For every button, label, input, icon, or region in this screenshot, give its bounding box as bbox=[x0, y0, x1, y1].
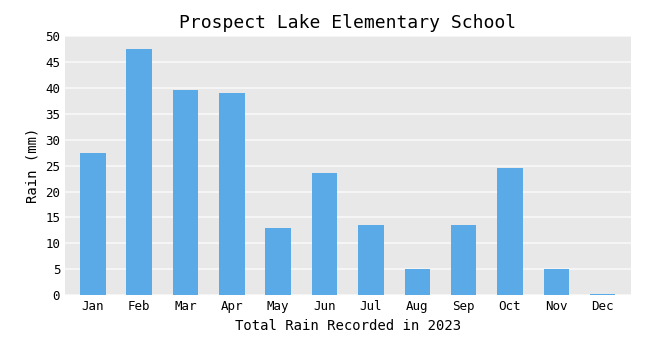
Bar bbox=[590, 294, 616, 295]
X-axis label: Total Rain Recorded in 2023: Total Rain Recorded in 2023 bbox=[235, 319, 461, 333]
Bar bbox=[173, 90, 198, 295]
Y-axis label: Rain (mm): Rain (mm) bbox=[25, 128, 40, 203]
Bar bbox=[312, 174, 337, 295]
Bar bbox=[451, 225, 476, 295]
Bar bbox=[358, 225, 384, 295]
Bar bbox=[219, 93, 244, 295]
Bar bbox=[497, 168, 523, 295]
Bar bbox=[543, 269, 569, 295]
Bar bbox=[404, 269, 430, 295]
Bar bbox=[80, 153, 105, 295]
Bar bbox=[265, 228, 291, 295]
Bar bbox=[126, 49, 152, 295]
Title: Prospect Lake Elementary School: Prospect Lake Elementary School bbox=[179, 14, 516, 32]
